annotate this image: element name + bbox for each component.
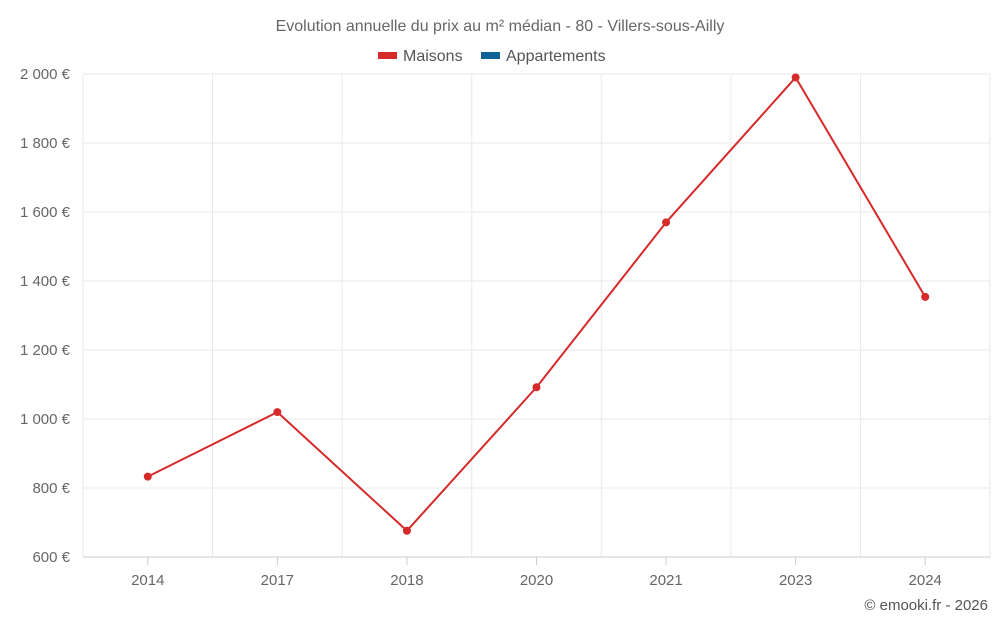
data-point-maisons[interactable] [921, 292, 930, 301]
data-point-maisons[interactable] [273, 408, 282, 417]
x-tick-label: 2024 [909, 572, 942, 589]
y-tick-label: 1 000 € [20, 411, 71, 428]
y-tick-label: 2 000 € [20, 66, 71, 83]
data-point-maisons[interactable] [402, 526, 411, 535]
y-tick-label: 800 € [32, 480, 70, 497]
data-point-maisons[interactable] [791, 73, 800, 82]
legend-label-maisons: Maisons [403, 48, 463, 65]
y-tick-label: 1 200 € [20, 342, 71, 359]
y-tick-label: 1 600 € [20, 204, 71, 221]
data-point-maisons[interactable] [662, 218, 671, 227]
series-line-maisons [147, 76, 927, 532]
y-tick-label: 1 800 € [20, 135, 71, 152]
legend-item-maisons[interactable]: Maisons [378, 48, 463, 65]
data-point-maisons[interactable] [532, 383, 541, 392]
y-tick-label: 1 400 € [20, 273, 71, 290]
x-tick-label: 2018 [390, 572, 423, 589]
y-tick-label: 600 € [32, 549, 70, 566]
legend-label-appartements: Appartements [506, 48, 606, 65]
axes: 600 € 800 € 1 000 € 1 200 € 1 400 € 1 600 € 1 … [20, 66, 990, 589]
x-tick-label: 2017 [261, 572, 294, 589]
x-tick-label: 2020 [520, 572, 553, 589]
chart-title: Evolution annuelle du prix au m² médian … [276, 18, 725, 35]
legend-item-appartements[interactable]: Appartements [481, 48, 606, 65]
data-point-maisons[interactable] [143, 472, 152, 481]
credit-text: © emooki.fr - 2026 [864, 597, 988, 614]
series [143, 73, 930, 535]
x-tick-label: 2023 [779, 572, 812, 589]
legend-swatch-appartements [481, 52, 500, 59]
legend: Maisons Appartements [378, 48, 606, 65]
x-tick-label: 2014 [131, 572, 164, 589]
legend-swatch-maisons [378, 52, 397, 59]
grid [82, 73, 991, 557]
x-tick-label: 2021 [649, 572, 682, 589]
